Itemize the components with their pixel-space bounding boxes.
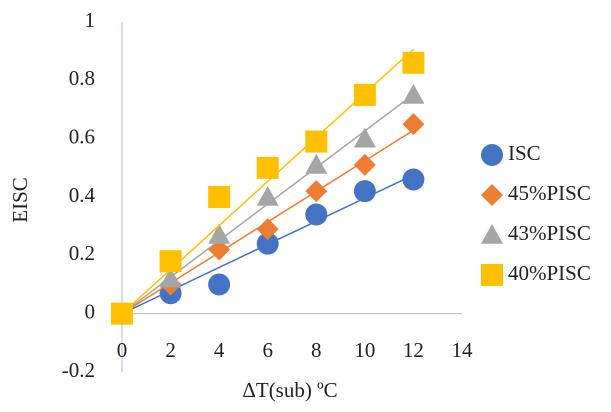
legend-label: ISC <box>508 141 541 165</box>
y-tick-label: 0.2 <box>69 241 95 265</box>
marker <box>159 250 182 273</box>
marker <box>305 180 328 203</box>
marker <box>402 168 425 191</box>
marker <box>402 83 425 104</box>
marker <box>402 51 425 74</box>
marker <box>353 127 376 148</box>
y-tick-label: 1 <box>85 8 96 32</box>
x-tick-label: 2 <box>165 338 176 362</box>
x-tick-label: 14 <box>452 338 474 362</box>
y-tick-label: 0.4 <box>69 183 96 207</box>
marker <box>208 273 231 296</box>
marker <box>111 302 133 325</box>
y-tick-label: -0.2 <box>62 358 95 382</box>
marker <box>256 186 279 206</box>
legend-label: 43%PISC <box>508 221 591 245</box>
x-tick-label: 12 <box>403 338 424 362</box>
marker <box>402 113 425 136</box>
marker <box>256 232 279 255</box>
marker <box>256 218 279 241</box>
x-tick-label: 10 <box>354 338 375 362</box>
y-tick-label: 0.8 <box>69 66 95 90</box>
marker <box>208 223 231 244</box>
x-tick-label: 6 <box>262 338 273 362</box>
legend-label: 40%PISC <box>508 261 591 285</box>
marker <box>256 156 279 179</box>
x-tick-label: 4 <box>214 338 225 362</box>
marker <box>305 130 328 153</box>
marker <box>353 153 376 176</box>
marker <box>159 267 182 288</box>
x-tick-label: 8 <box>311 338 322 362</box>
legend-label: 45%PISC <box>508 181 591 205</box>
marker <box>305 153 328 174</box>
legend-marker <box>481 184 503 206</box>
y-tick-label: 0.6 <box>69 124 95 148</box>
y-tick-label: 0 <box>85 299 96 323</box>
legend-marker <box>481 144 503 166</box>
legend-marker <box>481 224 503 244</box>
y-axis-title: EISC <box>8 177 32 223</box>
marker <box>353 83 376 106</box>
marker <box>305 203 328 226</box>
x-tick-label: 0 <box>117 338 128 362</box>
marker <box>353 180 376 203</box>
marker <box>208 186 231 208</box>
legend-marker <box>481 264 503 286</box>
x-axis-title: ΔT(sub) ºC <box>242 378 337 402</box>
